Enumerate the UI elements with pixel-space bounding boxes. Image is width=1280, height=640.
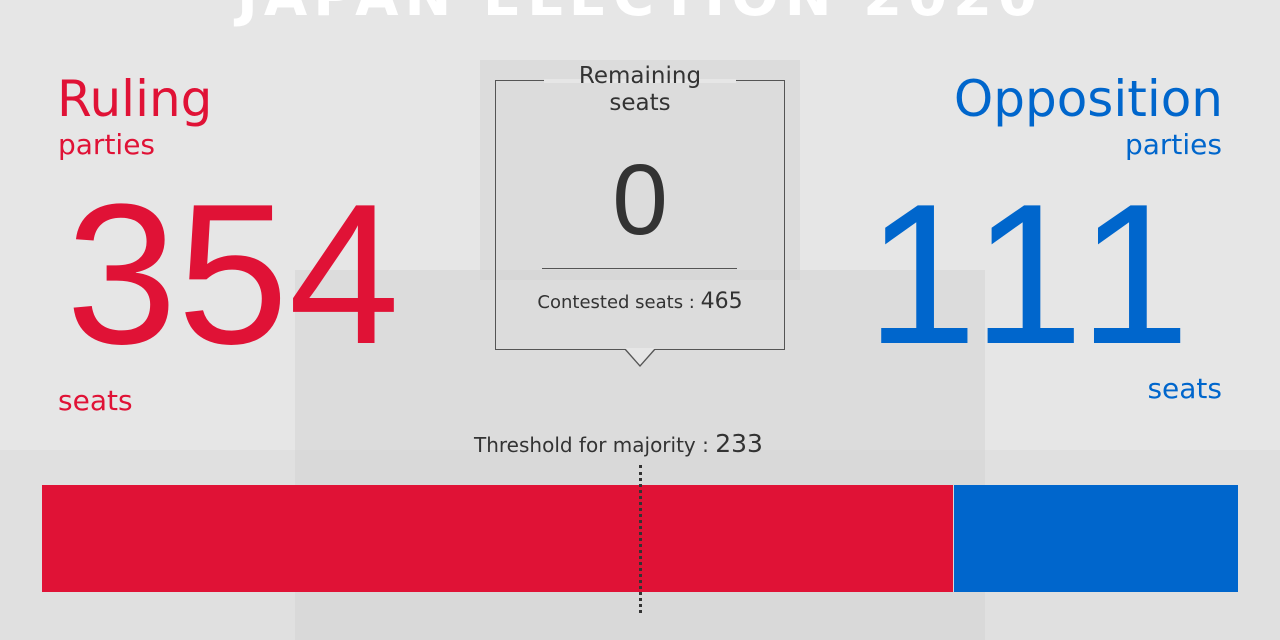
- ruling-seats: 354: [66, 163, 400, 386]
- ruling-label: Ruling: [57, 70, 213, 128]
- majority-threshold-line: [639, 465, 643, 613]
- contested-value: 465: [700, 289, 743, 314]
- ruling-unit: seats: [58, 384, 133, 417]
- opposition-sub: parties: [1124, 128, 1222, 161]
- remaining-label: Remaining: [578, 63, 702, 89]
- ruling-seats-bar: [42, 485, 953, 592]
- remaining-label-2: seats: [609, 90, 671, 116]
- opposition-seats: 111: [865, 163, 1200, 386]
- opposition-label: Opposition: [953, 70, 1223, 128]
- page-title: JAPAN ELECTION 2020: [0, 0, 1280, 28]
- threshold-label: Threshold for majority :: [474, 433, 709, 457]
- contested-label: Contested seats :: [537, 292, 695, 313]
- remaining-value: 0: [612, 144, 668, 256]
- opposition-seats-bar: [953, 485, 1238, 592]
- threshold-value: 233: [715, 429, 763, 458]
- ruling-sub: parties: [58, 128, 156, 161]
- opposition-unit: seats: [1147, 372, 1222, 405]
